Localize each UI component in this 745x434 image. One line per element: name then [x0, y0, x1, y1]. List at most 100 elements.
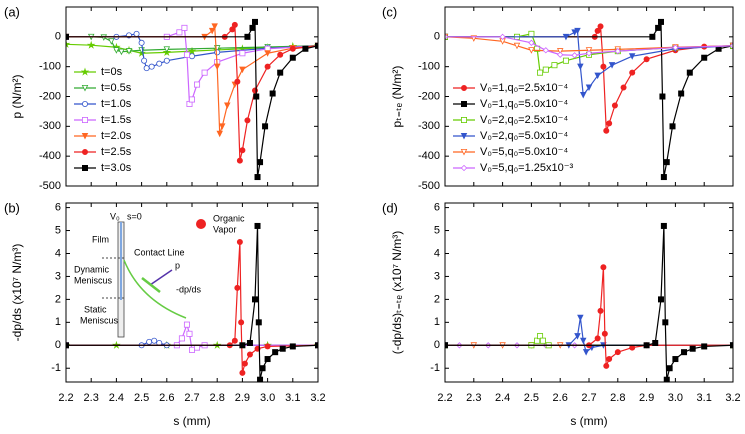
marker — [236, 157, 243, 164]
series-line — [445, 225, 733, 380]
legend-label: V₀=2,q₀=5.0x10⁻⁴ — [480, 130, 568, 142]
marker — [608, 62, 616, 69]
x-tick-label: 2.7 — [184, 392, 199, 404]
marker — [445, 33, 449, 40]
annotation: Organic — [213, 213, 245, 223]
marker — [445, 342, 448, 349]
y-tick-label: 0 — [434, 31, 440, 43]
marker — [562, 33, 570, 41]
marker — [183, 51, 190, 58]
marker — [254, 174, 261, 181]
annotation: Vapor — [213, 224, 236, 234]
marker — [181, 24, 188, 31]
marker — [579, 337, 587, 345]
marker — [603, 362, 610, 369]
marker — [186, 330, 193, 337]
marker — [187, 46, 197, 55]
marker — [652, 339, 659, 346]
legend-label: V₀=5,q₀=1.25x10⁻³ — [480, 162, 574, 174]
marker — [163, 46, 171, 53]
marker — [246, 339, 253, 346]
marker — [460, 148, 468, 156]
x-tick-label: 2.5 — [524, 392, 539, 404]
marker — [81, 85, 89, 92]
marker — [574, 27, 581, 35]
y-tick-label: 2 — [55, 293, 61, 305]
y-axis-label: pₜ₌ₜₑ (N/m²) — [390, 66, 404, 128]
marker — [655, 24, 662, 31]
marker — [686, 69, 693, 76]
annotation: Dynamic — [74, 264, 110, 274]
plot-frame — [444, 202, 734, 383]
x-tick-label: 3.0 — [668, 392, 683, 404]
marker — [460, 117, 467, 124]
legend-label: t=1.5s — [101, 114, 132, 126]
marker — [279, 345, 286, 352]
marker — [264, 50, 271, 57]
marker — [113, 47, 120, 54]
marker — [194, 81, 201, 88]
legend-label: t=3.0s — [101, 162, 132, 174]
marker — [141, 57, 148, 64]
marker — [577, 314, 584, 322]
y-tick-label: -400 — [418, 150, 440, 162]
marker — [216, 130, 223, 138]
annotation: p — [175, 260, 180, 270]
legend-label: V₀=2,q₀=2.5x10⁻⁴ — [480, 114, 568, 126]
marker — [188, 346, 195, 353]
y-tick-label: 0 — [434, 339, 440, 351]
marker — [146, 338, 153, 345]
y-tick-label: 4 — [55, 247, 61, 259]
x-tick-label: 2.6 — [159, 392, 174, 404]
y-tick-label: 1 — [434, 316, 440, 328]
series-line — [445, 29, 733, 97]
marker — [231, 337, 238, 344]
marker — [255, 319, 262, 326]
marker — [460, 85, 467, 92]
marker — [231, 21, 238, 28]
marker — [672, 44, 679, 51]
marker — [251, 296, 258, 303]
marker — [678, 90, 685, 97]
marker — [176, 29, 183, 36]
x-tick-label: 2.3 — [466, 392, 481, 404]
marker — [148, 63, 155, 70]
marker — [289, 45, 296, 52]
marker — [239, 66, 246, 74]
marker — [264, 63, 271, 70]
marker — [239, 50, 246, 57]
y-tick-label: -100 — [39, 61, 61, 73]
marker — [672, 356, 679, 363]
x-tick-label: 2.8 — [210, 392, 225, 404]
marker — [234, 284, 241, 291]
marker — [183, 321, 190, 328]
marker — [289, 54, 296, 61]
panel: (c) pₜ₌ₜₑ (N/m²) -500 -400 -300 -200 -100 0 V₀=1… — [382, 4, 734, 192]
marker — [211, 23, 218, 30]
x-tick-label: 2.4 — [495, 392, 510, 404]
marker — [628, 53, 636, 60]
x-axis-label: s (mm) — [173, 414, 210, 428]
marker — [224, 102, 231, 109]
y-tick-label: -100 — [418, 61, 440, 73]
marker — [660, 174, 667, 181]
panel-title: (c) — [382, 4, 397, 19]
marker — [257, 159, 264, 166]
marker — [513, 42, 521, 50]
marker — [218, 123, 226, 130]
marker — [257, 376, 264, 382]
panel-title: (d) — [382, 200, 398, 215]
marker — [244, 33, 251, 40]
marker — [302, 45, 309, 52]
marker — [82, 164, 89, 171]
marker — [66, 39, 71, 48]
marker — [658, 296, 665, 303]
marker — [603, 127, 610, 134]
y-tick-label: 6 — [434, 201, 440, 213]
marker — [620, 84, 627, 91]
legend-label: V₀=5,q₀=5.0x10⁻⁴ — [480, 146, 568, 158]
x-tick-label: 3.1 — [285, 392, 300, 404]
y-tick-label: 5 — [55, 224, 61, 236]
marker — [229, 26, 236, 33]
marker — [597, 23, 604, 30]
